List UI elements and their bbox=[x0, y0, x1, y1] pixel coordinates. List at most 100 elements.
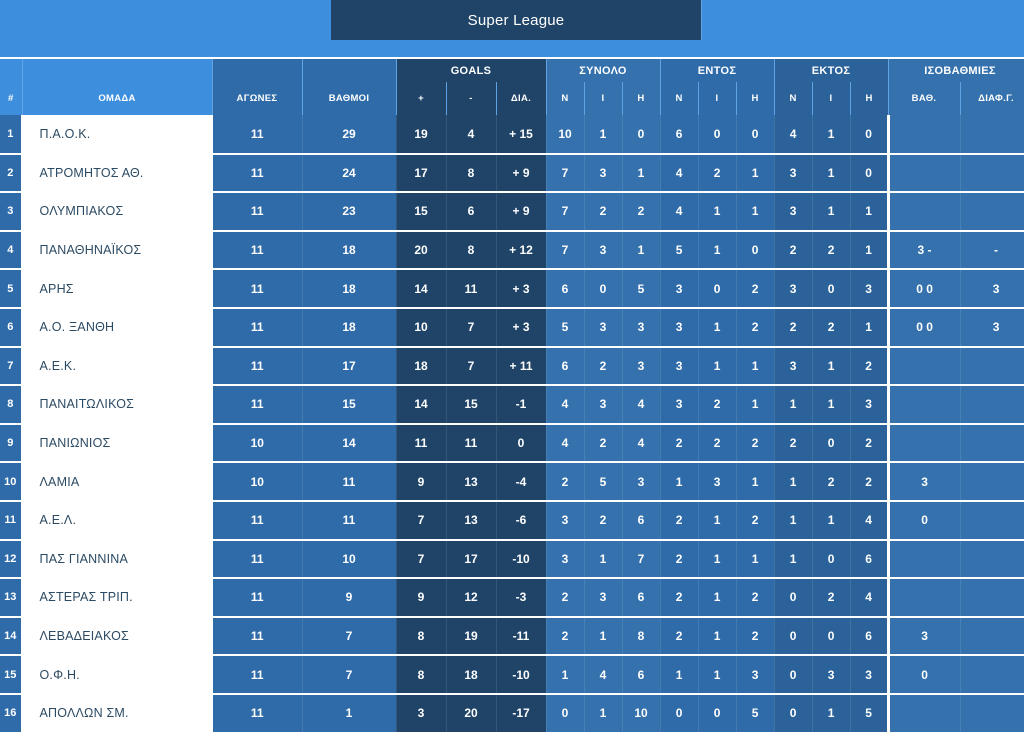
group-header-home: ΕΝΤΟΣ bbox=[660, 59, 775, 82]
table-cell-team[interactable]: ΑΡΗΣ bbox=[22, 269, 212, 308]
table-cell-away-losses: 6 bbox=[850, 616, 889, 657]
column-header-points[interactable]: ΒΑΘΜΟΙ bbox=[302, 82, 397, 115]
table-cell-total-wins: 6 bbox=[546, 269, 585, 309]
table-cell-tie-diff bbox=[960, 385, 1024, 425]
table-cell-away-wins: 2 bbox=[774, 307, 813, 348]
table-cell-goals-for: 8 bbox=[396, 616, 447, 657]
column-header-home-losses[interactable]: Η bbox=[736, 82, 775, 115]
table-cell-home-draws: 2 bbox=[698, 385, 737, 425]
table-cell-team[interactable]: ΟΛΥΜΠΙΑΚΟΣ bbox=[22, 192, 212, 231]
table-cell-team[interactable]: ΑΤΡΟΜΗΤΟΣ ΑΘ. bbox=[22, 153, 212, 193]
table-cell-goals-against: 7 bbox=[446, 307, 497, 348]
table-cell-points: 15 bbox=[302, 385, 397, 425]
table-row[interactable]: 14 ΛΕΒΑΔΕΙΑΚΟΣ 11 7 8 19 -11 2 1 8 2 1 2 0 0 6 3 bbox=[0, 616, 1024, 657]
table-cell-goals-for: 10 bbox=[396, 307, 447, 348]
table-row[interactable]: 9 ΠΑΝΙΩΝΙΟΣ 10 14 11 11 0 4 2 4 2 2 2 2 0 2 bbox=[0, 423, 1024, 464]
column-header-total-losses[interactable]: Η bbox=[622, 82, 661, 115]
column-header-goal-diff[interactable]: ΔΙΑ. bbox=[496, 82, 547, 115]
table-cell-away-wins: 0 bbox=[774, 693, 813, 734]
table-cell-home-draws: 1 bbox=[698, 616, 737, 657]
table-cell-home-wins: 2 bbox=[660, 616, 699, 657]
table-cell-team[interactable]: ΛΑΜΙΑ bbox=[22, 462, 212, 501]
table-cell-home-losses: 1 bbox=[736, 153, 775, 194]
table-row[interactable]: 8 ΠΑΝΑΙΤΩΛΙΚΟΣ 11 15 14 15 -1 4 3 4 3 2 1 1 1 3 bbox=[0, 385, 1024, 425]
table-cell-away-draws: 2 bbox=[812, 578, 851, 618]
table-cell-team[interactable]: ΠΑΝΑΘΗΝΑΪΚΟΣ bbox=[22, 230, 212, 270]
table-cell-team[interactable]: Α.Ο. ΞΑΝΘΗ bbox=[22, 307, 212, 347]
table-cell-goals-for: 20 bbox=[396, 230, 447, 271]
table-cell-team[interactable]: Α.Ε.Κ. bbox=[22, 346, 212, 386]
group-blank-rank bbox=[0, 59, 23, 82]
table-cell-total-draws: 2 bbox=[584, 192, 623, 232]
table-cell-goals-for: 9 bbox=[396, 578, 447, 618]
table-row[interactable]: 10 ΛΑΜΙΑ 10 11 9 13 -4 2 5 3 1 3 1 1 2 2 3 bbox=[0, 462, 1024, 502]
table-cell-points: 24 bbox=[302, 153, 397, 194]
column-header-goals-for[interactable]: + bbox=[396, 82, 447, 115]
group-blank-played bbox=[212, 59, 303, 82]
table-row[interactable]: 1 Π.Α.Ο.Κ. 11 29 19 4 + 15 10 1 0 6 0 0 4 1 0 bbox=[0, 115, 1024, 155]
column-header-away-losses[interactable]: Η bbox=[850, 82, 889, 115]
table-cell-goals-for: 8 bbox=[396, 655, 447, 695]
column-header-total-draws[interactable]: Ι bbox=[584, 82, 623, 115]
table-cell-goals-against: 6 bbox=[446, 192, 497, 232]
table-cell-home-losses: 2 bbox=[736, 616, 775, 657]
table-cell-away-losses: 3 bbox=[850, 269, 889, 309]
table-cell-home-wins: 4 bbox=[660, 192, 699, 232]
table-cell-away-wins: 3 bbox=[774, 269, 813, 309]
table-cell-tie-diff: 3 bbox=[960, 307, 1024, 348]
table-cell-team[interactable]: ΛΕΒΑΔΕΙΑΚΟΣ bbox=[22, 616, 212, 656]
table-row[interactable]: 13 ΑΣΤΕΡΑΣ ΤΡΙΠ. 11 9 9 12 -3 2 3 6 2 1 2 0 2 4 bbox=[0, 578, 1024, 618]
table-cell-away-draws: 1 bbox=[812, 192, 851, 232]
table-cell-team[interactable]: ΑΠΟΛΛΩΝ ΣΜ. bbox=[22, 693, 212, 733]
table-cell-team[interactable]: ΠΑΝΙΩΝΙΟΣ bbox=[22, 423, 212, 463]
table-cell-away-draws: 1 bbox=[812, 153, 851, 194]
column-header-home-draws[interactable]: Ι bbox=[698, 82, 737, 115]
column-header-goals-against[interactable]: - bbox=[446, 82, 497, 115]
table-cell-tie-points: 0 0 bbox=[886, 269, 961, 309]
table-cell-team[interactable]: ΠΑΣ ΓΙΑΝΝΙΝΑ bbox=[22, 539, 212, 579]
table-cell-away-losses: 4 bbox=[850, 578, 889, 618]
table-cell-home-losses: 3 bbox=[736, 655, 775, 695]
table-cell-team[interactable]: ΑΣΤΕΡΑΣ ΤΡΙΠ. bbox=[22, 578, 212, 617]
table-row[interactable]: 4 ΠΑΝΑΘΗΝΑΪΚΟΣ 11 18 20 8 + 12 7 3 1 5 1 0 2 2 1 3 -- bbox=[0, 230, 1024, 271]
table-row[interactable]: 16 ΑΠΟΛΛΩΝ ΣΜ. 11 1 3 20 -17 0 1 10 0 0 5 0 1 5 bbox=[0, 693, 1024, 734]
column-header-home-wins[interactable]: N bbox=[660, 82, 699, 115]
table-cell-team[interactable]: ΠΑΝΑΙΤΩΛΙΚΟΣ bbox=[22, 385, 212, 424]
table-cell-goal-diff: + 15 bbox=[496, 115, 547, 155]
table-row[interactable]: 12 ΠΑΣ ΓΙΑΝΝΙΝΑ 11 10 7 17 -10 3 1 7 2 1 1 1 0 6 bbox=[0, 539, 1024, 580]
column-header-team[interactable]: ΟΜΑΔΑ bbox=[22, 82, 213, 115]
column-header-total-wins[interactable]: N bbox=[546, 82, 585, 115]
table-row[interactable]: 7 Α.Ε.Κ. 11 17 18 7 + 11 6 2 3 3 1 1 3 1 2 bbox=[0, 346, 1024, 387]
column-header-tie-diff[interactable]: ΔΙΑΦ.Γ. bbox=[960, 82, 1024, 115]
table-cell-team[interactable]: Α.Ε.Λ. bbox=[22, 500, 212, 540]
table-cell-away-draws: 2 bbox=[812, 230, 851, 271]
table-cell-tie-diff bbox=[960, 346, 1024, 387]
table-cell-away-draws: 1 bbox=[812, 115, 851, 155]
table-cell-away-wins: 0 bbox=[774, 578, 813, 618]
table-cell-away-wins: 4 bbox=[774, 115, 813, 155]
column-header-away-draws[interactable]: Ι bbox=[812, 82, 851, 115]
table-cell-team[interactable]: Ο.Φ.Η. bbox=[22, 655, 212, 694]
table-cell-points: 29 bbox=[302, 115, 397, 155]
table-cell-goals-for: 7 bbox=[396, 500, 447, 541]
table-cell-goals-against: 8 bbox=[446, 153, 497, 194]
table-cell-total-losses: 4 bbox=[622, 385, 661, 425]
table-cell-tie-diff bbox=[960, 539, 1024, 580]
table-cell-goals-against: 4 bbox=[446, 115, 497, 155]
table-cell-tie-points bbox=[886, 153, 961, 194]
table-cell-tie-points: 3 bbox=[886, 616, 961, 657]
column-header-rank[interactable]: # bbox=[0, 82, 23, 115]
table-cell-goal-diff: + 9 bbox=[496, 192, 547, 232]
column-header-away-wins[interactable]: N bbox=[774, 82, 813, 115]
table-cell-team[interactable]: Π.Α.Ο.Κ. bbox=[22, 115, 212, 154]
table-row[interactable]: 15 Ο.Φ.Η. 11 7 8 18 -10 1 4 6 1 1 3 0 3 3 0 bbox=[0, 655, 1024, 695]
table-cell-tie-diff bbox=[960, 423, 1024, 464]
column-header-played[interactable]: ΑΓΩΝΕΣ bbox=[212, 82, 303, 115]
table-row[interactable]: 11 Α.Ε.Λ. 11 11 7 13 -6 3 2 6 2 1 2 1 1 4 0 bbox=[0, 500, 1024, 541]
table-cell-total-wins: 10 bbox=[546, 115, 585, 155]
column-header-tie-points[interactable]: ΒΑΘ. bbox=[888, 82, 961, 115]
